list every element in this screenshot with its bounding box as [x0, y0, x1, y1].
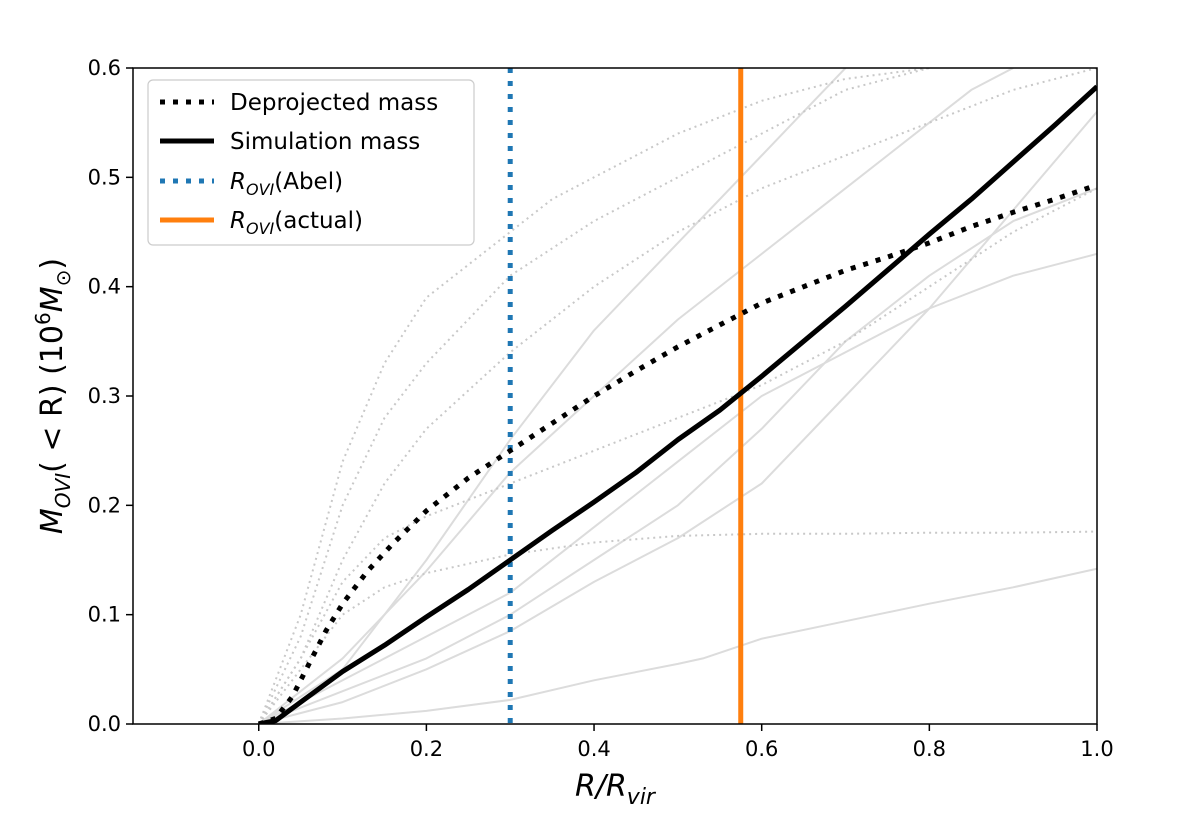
- y-tick-label: 0.4: [88, 275, 121, 299]
- background-deprojected-line: [257, 68, 930, 724]
- x-axis-ticks: 0.0 0.2 0.4 0.6 0.8 1.0: [242, 724, 1114, 761]
- y-tick-label: 0.3: [88, 384, 121, 408]
- background-simulated-line: [258, 68, 847, 724]
- y-tick-label: 0.6: [88, 56, 121, 80]
- x-tick-label: 0.4: [577, 737, 610, 761]
- legend-label-simulation: Simulation mass: [230, 129, 420, 155]
- y-tick-label: 0.5: [88, 165, 121, 189]
- background-simulated-line: [258, 111, 1097, 724]
- background-simulated-line: [258, 187, 1097, 724]
- legend: Deprojected mass Simulation mass ROVI(Ab…: [147, 79, 475, 246]
- background-simulated-line: [258, 567, 1097, 724]
- legend-label-abel: ROVI(Abel): [230, 169, 343, 199]
- background-simulated-line: [258, 252, 1097, 724]
- legend-label-deprojected: Deprojected mass: [230, 90, 438, 116]
- background-curves: [257, 68, 1097, 724]
- legend-box: [147, 79, 475, 246]
- x-axis-label: R/Rvir: [575, 769, 657, 810]
- y-tick-label: 0.0: [88, 712, 121, 736]
- background-simulated-line: [258, 68, 1014, 724]
- y-axis-ticks: 0.0 0.1 0.2 0.3 0.4 0.5 0.6: [88, 56, 133, 736]
- y-tick-label: 0.2: [88, 493, 121, 517]
- legend-label-actual: ROVI(actual): [230, 208, 363, 238]
- y-axis-label-group: MOVI( < R) (106M⊙): [31, 258, 75, 534]
- simulation-mass-line: [258, 84, 1097, 724]
- deprojected-mass-line: [257, 182, 1097, 724]
- x-tick-label: 0.0: [242, 737, 275, 761]
- main-curves: [257, 84, 1097, 724]
- x-tick-label: 0.8: [913, 737, 946, 761]
- x-tick-label: 0.2: [410, 737, 443, 761]
- x-tick-label: 0.6: [745, 737, 778, 761]
- background-deprojected-line: [257, 530, 1097, 724]
- x-tick-label: 1.0: [1080, 737, 1113, 761]
- y-tick-label: 0.1: [88, 603, 121, 627]
- y-axis-label: MOVI( < R) (106M⊙): [31, 258, 75, 534]
